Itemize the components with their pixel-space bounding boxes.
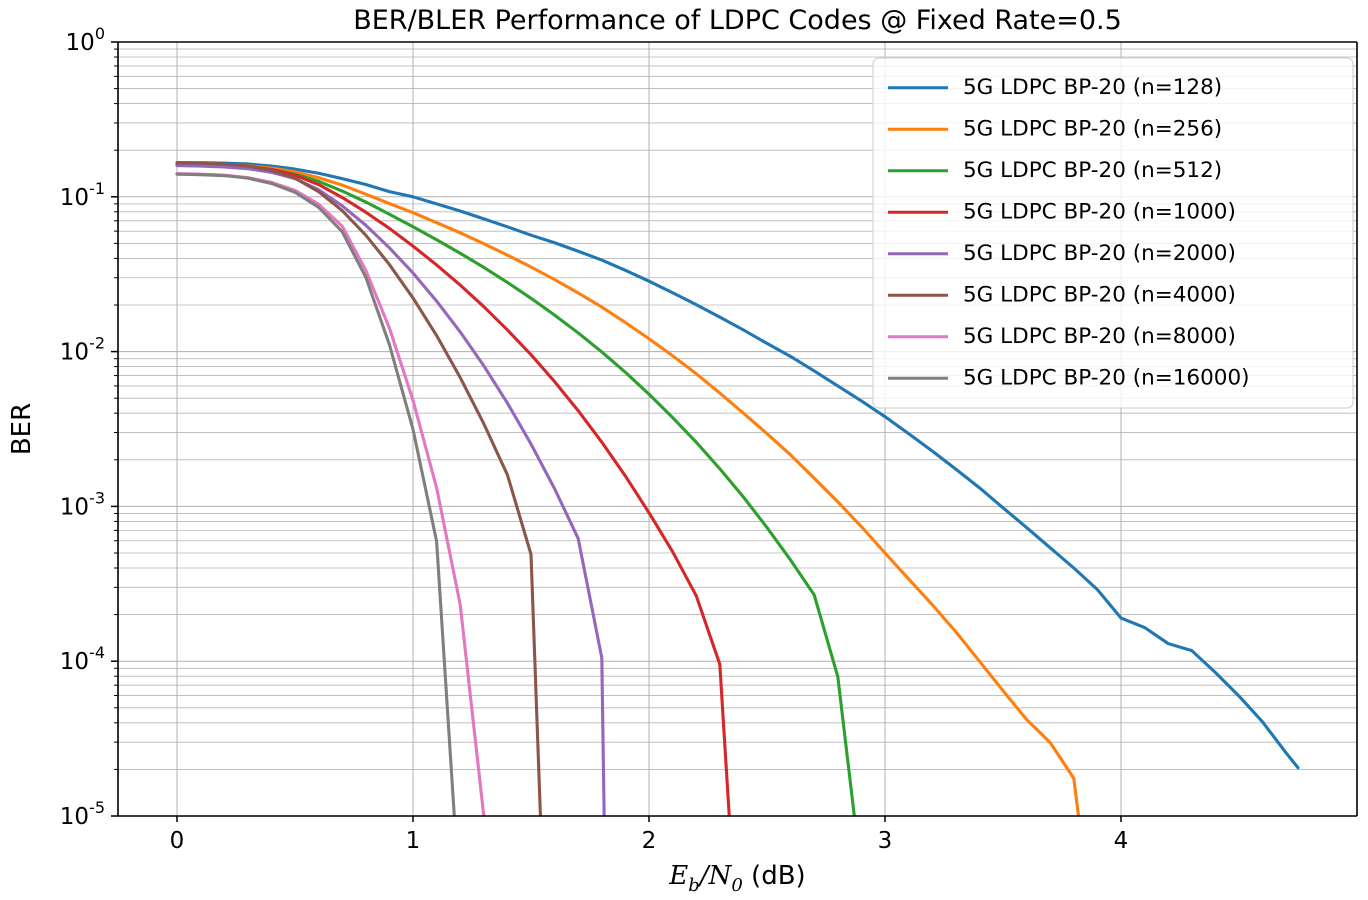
x-tick-label: 4 <box>1114 828 1129 854</box>
x-tick-label: 2 <box>642 828 657 854</box>
legend-item[interactable]: 5G LDPC BP-20 (n=8000) <box>888 324 1236 349</box>
axis-spines <box>117 41 1358 817</box>
series-line-5 <box>175 161 542 816</box>
series-line-4 <box>175 164 606 816</box>
legend-item-label: 5G LDPC BP-20 (n=256) <box>963 116 1222 141</box>
legend-item-label: 5G LDPC BP-20 (n=2000) <box>963 241 1236 266</box>
legend-item[interactable]: 5G LDPC BP-20 (n=2000) <box>888 241 1236 266</box>
y-tick-label: 10-5 <box>60 798 105 830</box>
legend-item-label: 5G LDPC BP-20 (n=128) <box>963 75 1222 100</box>
x-tick-label: 1 <box>406 828 421 854</box>
legend-item-label: 5G LDPC BP-20 (n=512) <box>963 158 1222 183</box>
axis-tick-marks <box>111 41 1122 822</box>
y-tick-label: 10-2 <box>60 334 105 366</box>
y-tick-label: 10-1 <box>60 179 105 211</box>
legend-item[interactable]: 5G LDPC BP-20 (n=1000) <box>888 199 1236 224</box>
y-axis-tick-labels: 100 10-1 10-2 10-3 10-4 10-5 <box>60 24 105 830</box>
series-line-7 <box>175 172 456 816</box>
legend-item[interactable]: 5G LDPC BP-20 (n=4000) <box>888 282 1236 307</box>
series-line-1 <box>175 161 1081 816</box>
legend-background <box>872 57 1354 409</box>
legend-item[interactable]: 5G LDPC BP-20 (n=512) <box>888 158 1222 183</box>
legend-item-label: 5G LDPC BP-20 (n=1000) <box>963 199 1236 224</box>
y-tick-label: 100 <box>66 24 105 56</box>
y-axis-label: BER <box>7 403 37 455</box>
legend-item-label: 5G LDPC BP-20 (n=8000) <box>963 324 1236 349</box>
series-lines-group <box>175 161 1300 816</box>
x-axis-label-text: Eb/N0 (dB) <box>668 861 805 896</box>
y-tick-label: 10-4 <box>60 643 105 675</box>
legend-item-label: 5G LDPC BP-20 (n=4000) <box>963 282 1236 307</box>
y-tick-label: 10-3 <box>60 488 105 520</box>
chart-legend[interactable]: 5G LDPC BP-20 (n=128) 5G LDPC BP-20 (n=25… <box>872 57 1354 409</box>
x-tick-label: 3 <box>878 828 893 854</box>
legend-item[interactable]: 5G LDPC BP-20 (n=16000) <box>888 365 1250 390</box>
legend-item-label: 5G LDPC BP-20 (n=16000) <box>963 365 1250 390</box>
x-tick-label: 0 <box>170 828 185 854</box>
legend-item[interactable]: 5G LDPC BP-20 (n=128) <box>888 75 1222 100</box>
x-axis-label: Eb/N0 (dB) <box>668 861 805 896</box>
chart-title: BER/BLER Performance of LDPC Codes @ Fix… <box>353 5 1122 36</box>
legend-item[interactable]: 5G LDPC BP-20 (n=256) <box>888 116 1222 141</box>
x-axis-tick-labels: 0 1 2 3 4 <box>170 828 1129 854</box>
series-line-0 <box>175 161 1300 770</box>
